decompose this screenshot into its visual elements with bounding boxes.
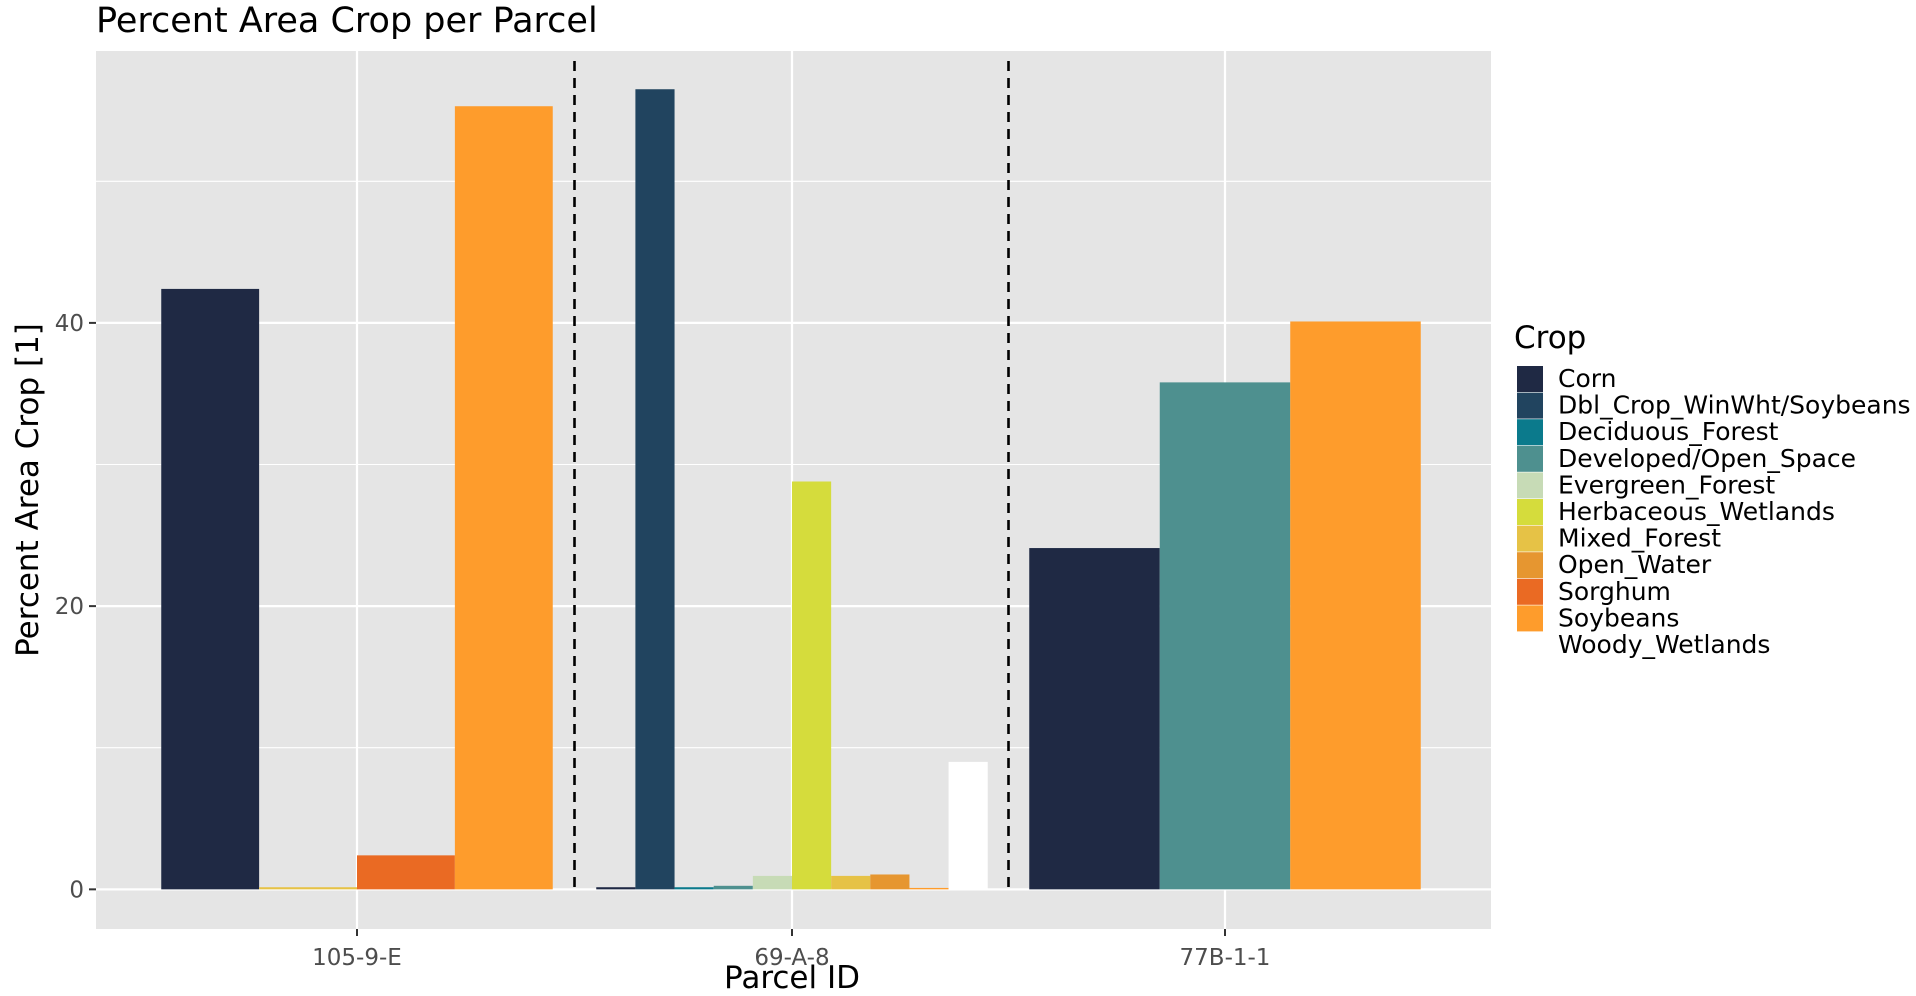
legend-item: Woody_Wetlands [1517,630,1770,659]
bar-69-A-8-deciduous-forest [674,887,714,890]
y-tick-label: 20 [55,594,84,620]
legend-label: Developed/Open_Space [1558,444,1856,473]
x-tick-label: 77B-1-1 [1180,945,1271,971]
bar-69-A-8-corn [596,887,636,890]
legend-item: Dbl_Crop_WinWht/Soybeans [1517,391,1911,420]
bars [161,89,1421,890]
legend-item: Developed/Open_Space [1517,444,1856,473]
legend-swatch [1517,605,1543,632]
legend-title: Crop [1514,320,1586,356]
bar-69-A-8-herbaceous-wetlands [792,481,832,890]
bar-69-A-8-woody-wetlands [948,761,988,890]
y-tick-label: 40 [55,311,84,337]
bar-77B-1-1-soybeans [1290,321,1421,890]
bar-69-A-8-open-water [870,874,910,890]
legend-swatch [1517,392,1543,419]
legend-label: Deciduous_Forest [1558,417,1779,446]
legend-swatch [1517,578,1543,605]
legend-item: Sorghum [1517,577,1671,606]
legend-label: Soybeans [1558,603,1679,632]
legend-item: Mixed_Forest [1517,524,1721,553]
legend-item: Corn [1517,364,1616,393]
legend-swatch [1517,472,1543,499]
chart-title: Percent Area Crop per Parcel [96,1,598,41]
legend-label: Herbaceous_Wetlands [1558,497,1835,526]
legend-swatch [1517,525,1543,552]
x-axis-title: Parcel ID [724,960,860,996]
legend-label: Woody_Wetlands [1558,630,1770,659]
bar-105-9-E-mixed-forest [259,887,357,890]
bar-69-A-8-dbl-crop-winwht-soybeans [635,89,675,890]
legend-label: Mixed_Forest [1558,524,1721,553]
legend-items: CornDbl_Crop_WinWht/SoybeansDeciduous_Fo… [1517,364,1911,659]
category-separators [573,61,1010,894]
bar-69-A-8-developed-open-space [713,885,753,890]
legend-label: Corn [1558,364,1616,393]
bar-69-A-8-soybeans [909,887,949,890]
bar-69-A-8-mixed-forest [831,875,871,890]
legend-item: Herbaceous_Wetlands [1517,497,1835,526]
legend: Crop CornDbl_Crop_WinWht/SoybeansDeciduo… [1514,320,1911,659]
legend-swatch [1517,419,1543,446]
legend-label: Dbl_Crop_WinWht/Soybeans [1558,391,1911,420]
legend-label: Sorghum [1558,577,1671,606]
bar-105-9-E-sorghum [357,855,455,890]
legend-label: Open_Water [1558,550,1712,579]
legend-item: Open_Water [1517,550,1712,579]
y-axis: 0 20 40 [55,311,96,903]
bar-77B-1-1-developed-open-space [1159,382,1291,890]
x-tick-label: 69-A-8 [754,945,829,971]
x-axis: 105-9-E 69-A-8 77B-1-1 [312,929,1270,971]
legend-swatch [1517,632,1543,658]
legend-swatch [1517,445,1543,472]
legend-label: Evergreen_Forest [1558,470,1775,499]
y-axis-title: Percent Area Crop [1] [10,323,46,657]
bar-77B-1-1-corn [1029,548,1160,890]
legend-swatch [1517,499,1543,525]
bar-105-9-E-corn [161,288,260,890]
legend-item: Evergreen_Forest [1517,470,1775,499]
bar-105-9-E-soybeans [454,106,553,890]
bar-69-A-8-evergreen-forest [752,875,792,890]
x-tick-label: 105-9-E [312,945,402,971]
legend-swatch [1517,552,1543,579]
legend-item: Soybeans [1517,603,1679,632]
y-tick-label: 0 [69,877,84,903]
legend-item: Deciduous_Forest [1517,417,1779,446]
legend-swatch [1517,366,1543,392]
